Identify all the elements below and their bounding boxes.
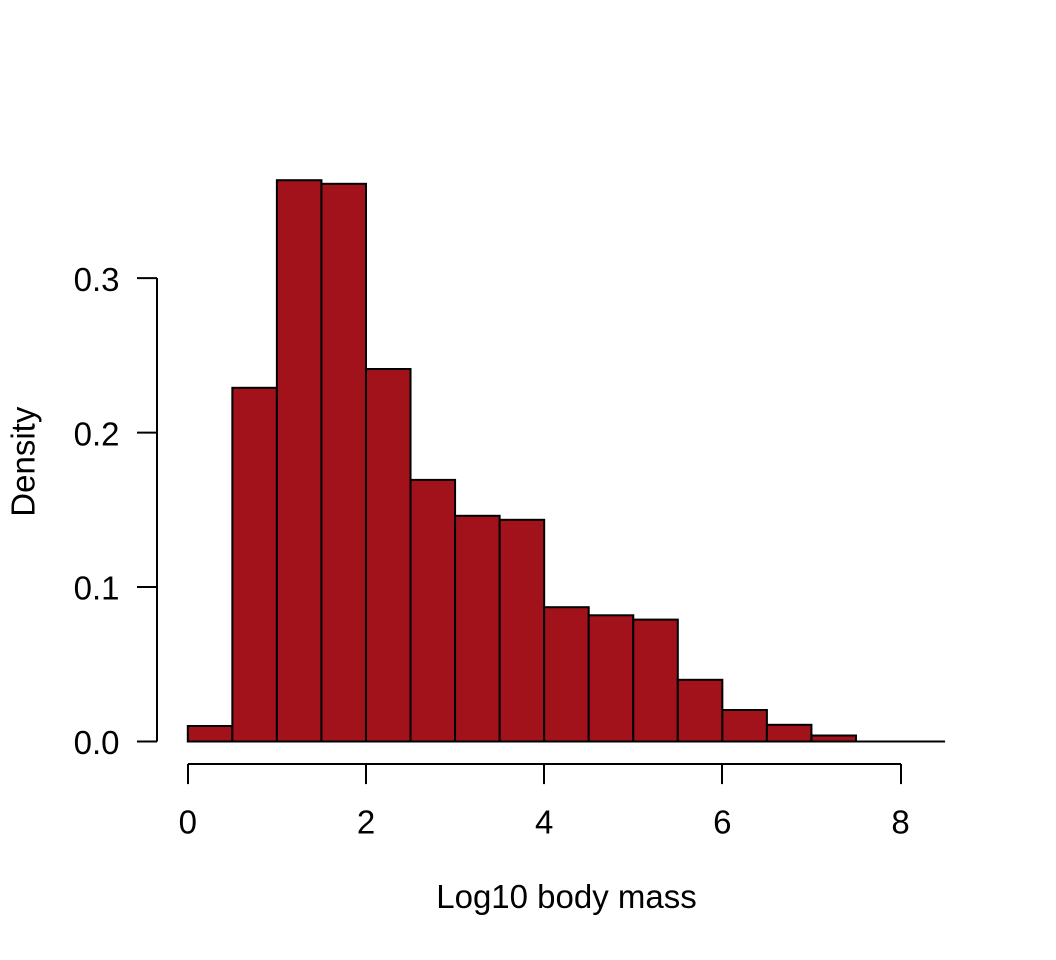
svg-text:2: 2 xyxy=(357,804,375,841)
svg-text:0.0: 0.0 xyxy=(74,724,120,761)
svg-text:0.2: 0.2 xyxy=(74,415,120,452)
svg-text:Log10 body mass: Log10 body mass xyxy=(436,878,697,915)
svg-text:0.1: 0.1 xyxy=(74,570,120,607)
svg-text:4: 4 xyxy=(535,804,553,841)
svg-text:0.3: 0.3 xyxy=(74,261,120,298)
svg-text:6: 6 xyxy=(713,804,731,841)
svg-text:Density: Density xyxy=(5,406,42,517)
svg-text:0: 0 xyxy=(179,804,197,841)
svg-text:8: 8 xyxy=(891,804,909,841)
